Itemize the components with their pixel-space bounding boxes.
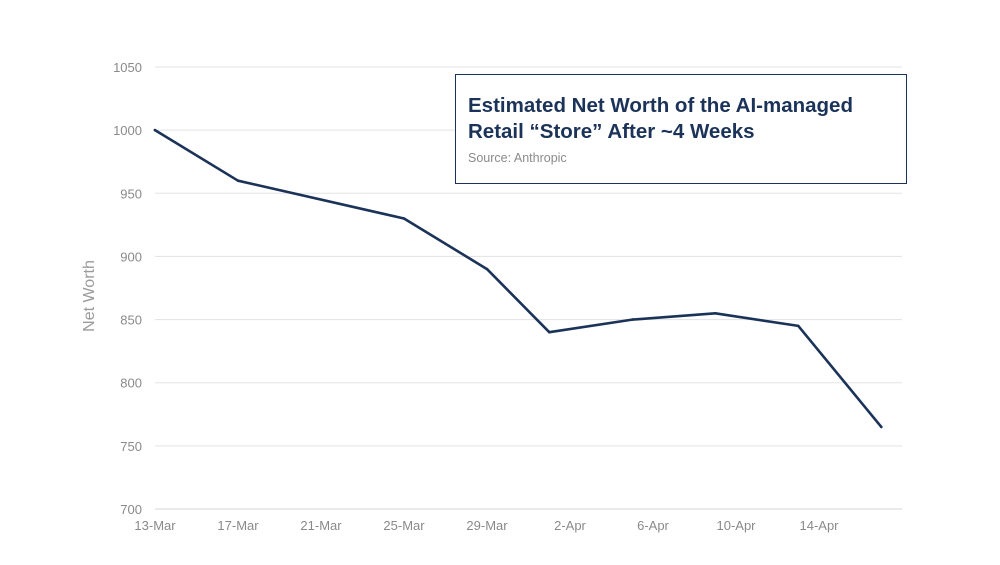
data-point	[236, 179, 240, 182]
chart-title: Estimated Net Worth of the AI-managed Re…	[468, 94, 853, 143]
grid-lines	[155, 66, 902, 510]
chart-source: Source: Anthropic	[468, 151, 567, 165]
y-tick-label: 1000	[113, 123, 142, 138]
series-group	[153, 128, 883, 429]
data-point	[713, 311, 717, 315]
y-tick-label: 950	[120, 186, 142, 201]
x-tick-label: 14-Apr	[799, 518, 839, 533]
y-tick-label: 1050	[113, 60, 142, 75]
x-tick-label: 10-Apr	[716, 518, 756, 533]
data-point	[879, 425, 883, 429]
data-point	[630, 318, 634, 321]
data-point	[796, 324, 800, 328]
y-axis-ticks: 700 750 800 850 900 950 1000 1050	[113, 60, 142, 517]
x-tick-label: 21-Mar	[300, 518, 342, 533]
x-tick-label: 2-Apr	[554, 518, 586, 533]
data-point	[402, 217, 406, 220]
x-tick-label: 17-Mar	[217, 518, 259, 533]
x-tick-label: 6-Apr	[637, 518, 669, 533]
data-point	[485, 267, 489, 271]
y-axis-label: Net Worth	[81, 260, 98, 332]
y-tick-label: 750	[120, 439, 142, 454]
x-tick-label: 13-Mar	[134, 518, 176, 533]
chart-title-box: Estimated Net Worth of the AI-managed Re…	[455, 74, 907, 184]
y-tick-label: 850	[120, 313, 142, 328]
y-tick-label: 900	[120, 249, 142, 264]
y-tick-label: 700	[120, 502, 142, 517]
x-tick-label: 29-Mar	[466, 518, 508, 533]
x-tick-label: 25-Mar	[383, 518, 425, 533]
y-tick-label: 800	[120, 376, 142, 391]
data-point	[547, 330, 551, 334]
data-point	[153, 128, 157, 132]
x-axis-ticks: 13-Mar 17-Mar 21-Mar 25-Mar 29-Mar 2-Apr 6-Apr…	[134, 518, 839, 533]
